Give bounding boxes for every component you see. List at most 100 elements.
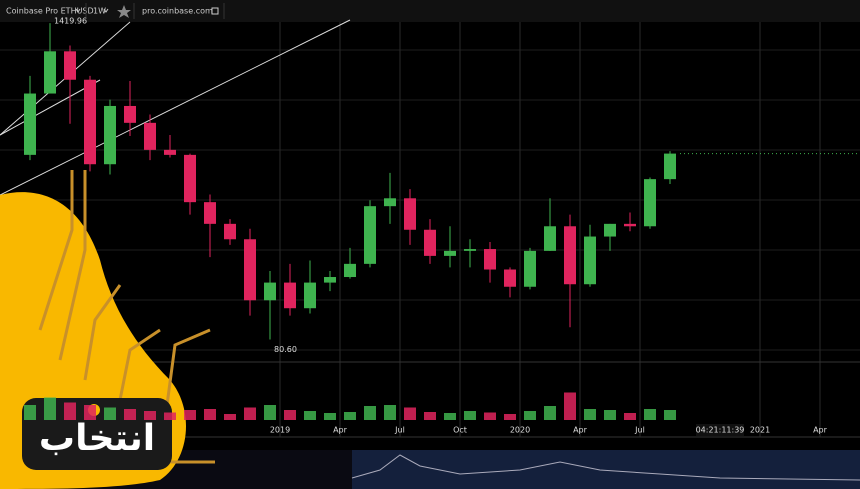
candle-body: [124, 105, 136, 123]
volume-bar: [244, 407, 256, 420]
candle-body: [444, 250, 456, 256]
x-tick-label: Jul: [394, 426, 405, 435]
navigator-window[interactable]: [352, 450, 860, 489]
trend-line: [0, 79, 101, 136]
chevron: [103, 8, 109, 13]
volume-bar: [604, 410, 616, 420]
candle-body: [244, 239, 256, 301]
candle-body: [464, 249, 476, 251]
volume-bar: [564, 392, 576, 420]
volume-bar: [284, 410, 296, 420]
volume-bar: [584, 409, 596, 420]
candle-body: [144, 122, 156, 150]
volume-bar: [504, 414, 516, 420]
volume-bar: [84, 405, 96, 420]
volume-bar: [184, 410, 196, 420]
x-tick-label: 2020: [510, 426, 530, 435]
x-tick-label: Apr: [573, 426, 588, 435]
candle-body: [624, 223, 636, 227]
countdown-bg: [696, 424, 744, 436]
toolbar: [0, 0, 860, 22]
candle-body: [204, 202, 216, 224]
volume-bar: [264, 405, 276, 420]
volume-bar: [644, 409, 656, 420]
candle-body: [584, 236, 596, 285]
volume-bar: [24, 405, 36, 420]
candle-body: [184, 154, 196, 203]
candle-body: [384, 198, 396, 207]
candle-body: [24, 93, 36, 155]
volume-bar: [144, 411, 156, 420]
candle-body: [364, 206, 376, 264]
volume-bar: [304, 411, 316, 420]
star-icon[interactable]: [117, 5, 131, 18]
x-tick-label: 2021: [750, 426, 770, 435]
trend-line: [0, 19, 351, 196]
circuit: [163, 328, 211, 421]
x-tick-label: 2019: [270, 426, 290, 435]
symbol[interactable]: Coinbase Pro ETHUSD: [6, 7, 94, 16]
candle-body: [484, 249, 496, 270]
volume-bar: [204, 409, 216, 420]
x-tick-label: Jul: [634, 426, 645, 435]
circuit: [83, 284, 122, 381]
chevron: [75, 8, 81, 13]
volume-bar: [104, 407, 116, 420]
low-label: 80.60: [274, 345, 297, 354]
volume-bar: [64, 402, 76, 420]
high-label: 1419.96: [54, 17, 87, 26]
volume-bar: [44, 397, 56, 420]
link-icon[interactable]: [211, 7, 219, 15]
logo-text: انتخاب: [39, 418, 155, 459]
navigator-line: [351, 454, 860, 481]
candle-body: [44, 51, 56, 94]
x-tick-label: Apr: [813, 426, 828, 435]
volume-bar: [544, 406, 556, 420]
candle-body: [524, 250, 536, 287]
candle-body: [264, 282, 276, 301]
candle-body: [324, 277, 336, 283]
candle-body: [304, 282, 316, 309]
candle-body: [424, 229, 436, 256]
volume-bar: [424, 412, 436, 420]
candle-body: [564, 226, 576, 285]
candle-body: [604, 223, 616, 237]
volume-bar: [404, 407, 416, 420]
interval[interactable]: 1W: [93, 7, 106, 16]
circuit: [118, 328, 161, 401]
circuit: [58, 170, 87, 361]
candle-body: [644, 179, 656, 227]
volume-bar: [384, 405, 396, 420]
candle-body: [224, 223, 236, 240]
candle-body: [544, 226, 556, 251]
volume-bar: [464, 411, 476, 420]
site[interactable]: pro.coinbase.com: [142, 7, 213, 16]
candle-body: [344, 263, 356, 278]
x-tick-label: Apr: [333, 426, 348, 435]
volume-bar: [164, 412, 176, 420]
x-tick-label: Oct: [453, 426, 467, 435]
volume-bar: [224, 414, 236, 420]
volume-bar: [524, 411, 536, 420]
volume-bar: [624, 413, 636, 420]
countdown: 04:21:11:39: [696, 426, 745, 435]
volume-bar: [324, 413, 336, 420]
candle-body: [64, 51, 76, 80]
volume-bar: [664, 410, 676, 420]
candle-body: [104, 105, 116, 165]
circuit: [38, 170, 74, 331]
candle-body: [504, 269, 516, 287]
volume-bar: [444, 413, 456, 420]
candle-body: [84, 79, 96, 165]
candle-body: [284, 282, 296, 309]
logo: انتخاب: [0, 170, 215, 489]
volume-bar: [344, 412, 356, 420]
volume-bar: [364, 406, 376, 420]
volume-bar: [124, 409, 136, 420]
candle-body: [164, 149, 176, 155]
volume-bar: [484, 412, 496, 420]
candle-body: [664, 153, 676, 180]
candle-body: [404, 198, 416, 230]
